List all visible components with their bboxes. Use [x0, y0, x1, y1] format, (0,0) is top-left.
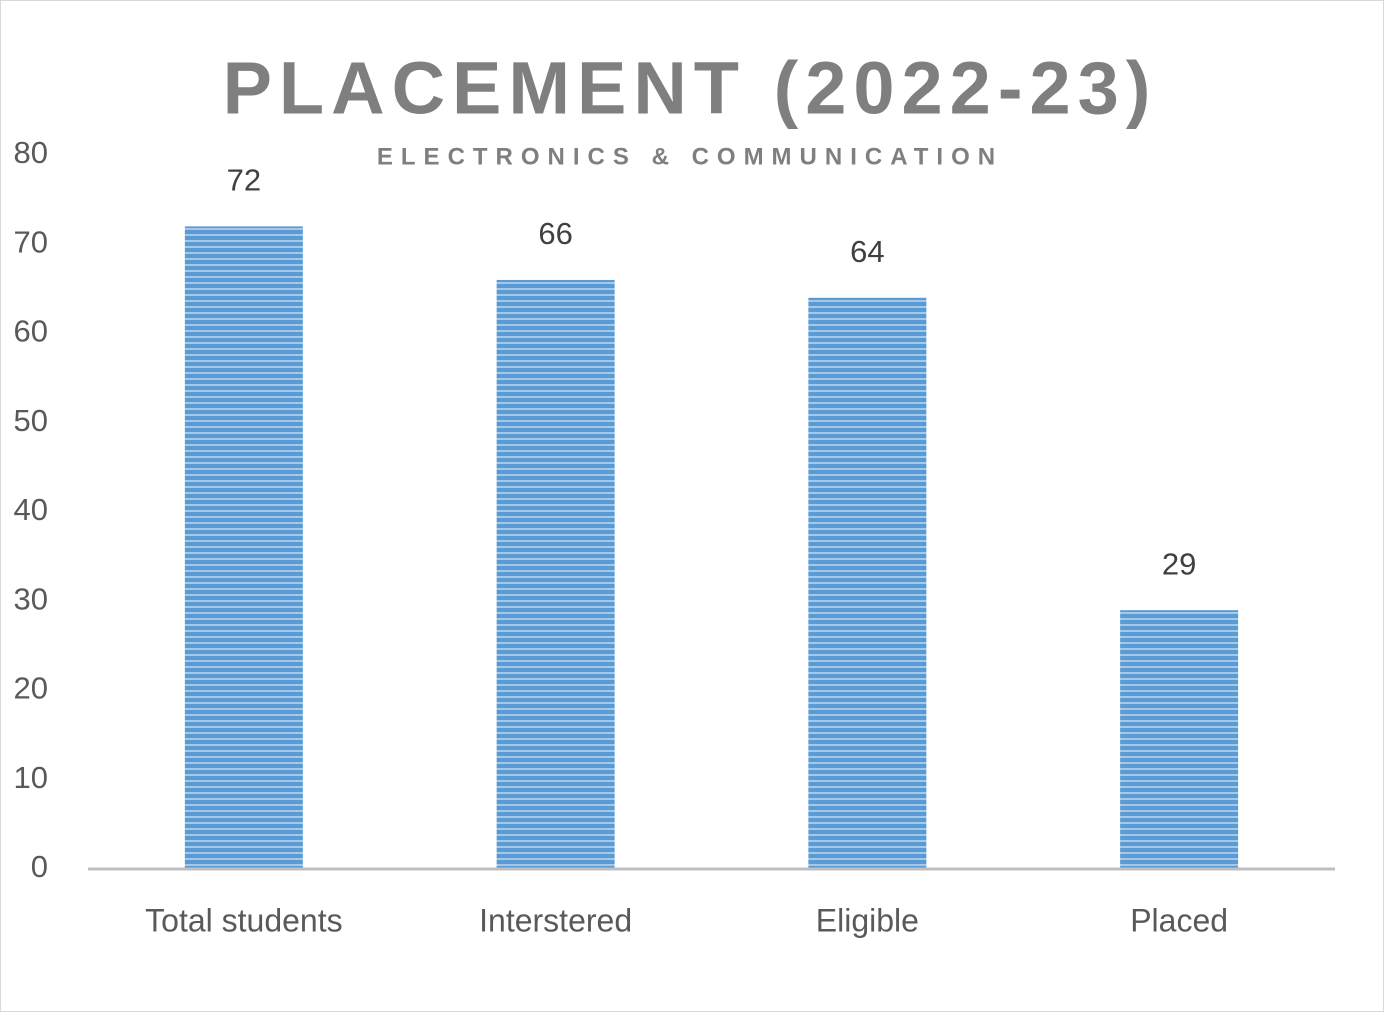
y-tick-label: 80: [14, 135, 48, 170]
y-tick-label: 50: [14, 403, 48, 438]
y-tick-label: 10: [14, 760, 48, 795]
x-tick-label: Placed: [1130, 902, 1228, 938]
y-tick-label: 70: [14, 224, 48, 259]
chart-subtitle: ELECTRONICS & COMMUNICATION: [377, 143, 1003, 170]
y-tick-label: 20: [14, 671, 48, 706]
bar: [184, 226, 303, 869]
data-label: 64: [850, 234, 884, 269]
bar: [1120, 610, 1239, 869]
y-tick-label: 60: [14, 314, 48, 349]
chart-title: PLACEMENT (2022-23): [223, 47, 1158, 130]
data-label: 66: [538, 216, 572, 251]
y-tick-label: 0: [31, 849, 48, 884]
bar: [496, 279, 615, 869]
x-tick-label: Interstered: [479, 902, 632, 938]
data-label: 29: [1162, 546, 1196, 581]
bar: [808, 297, 927, 869]
y-tick-label: 30: [14, 581, 48, 616]
y-tick-label: 40: [14, 492, 48, 527]
x-tick-label: Eligible: [816, 902, 919, 938]
x-tick-label: Total students: [145, 902, 342, 938]
data-label: 72: [227, 163, 261, 198]
